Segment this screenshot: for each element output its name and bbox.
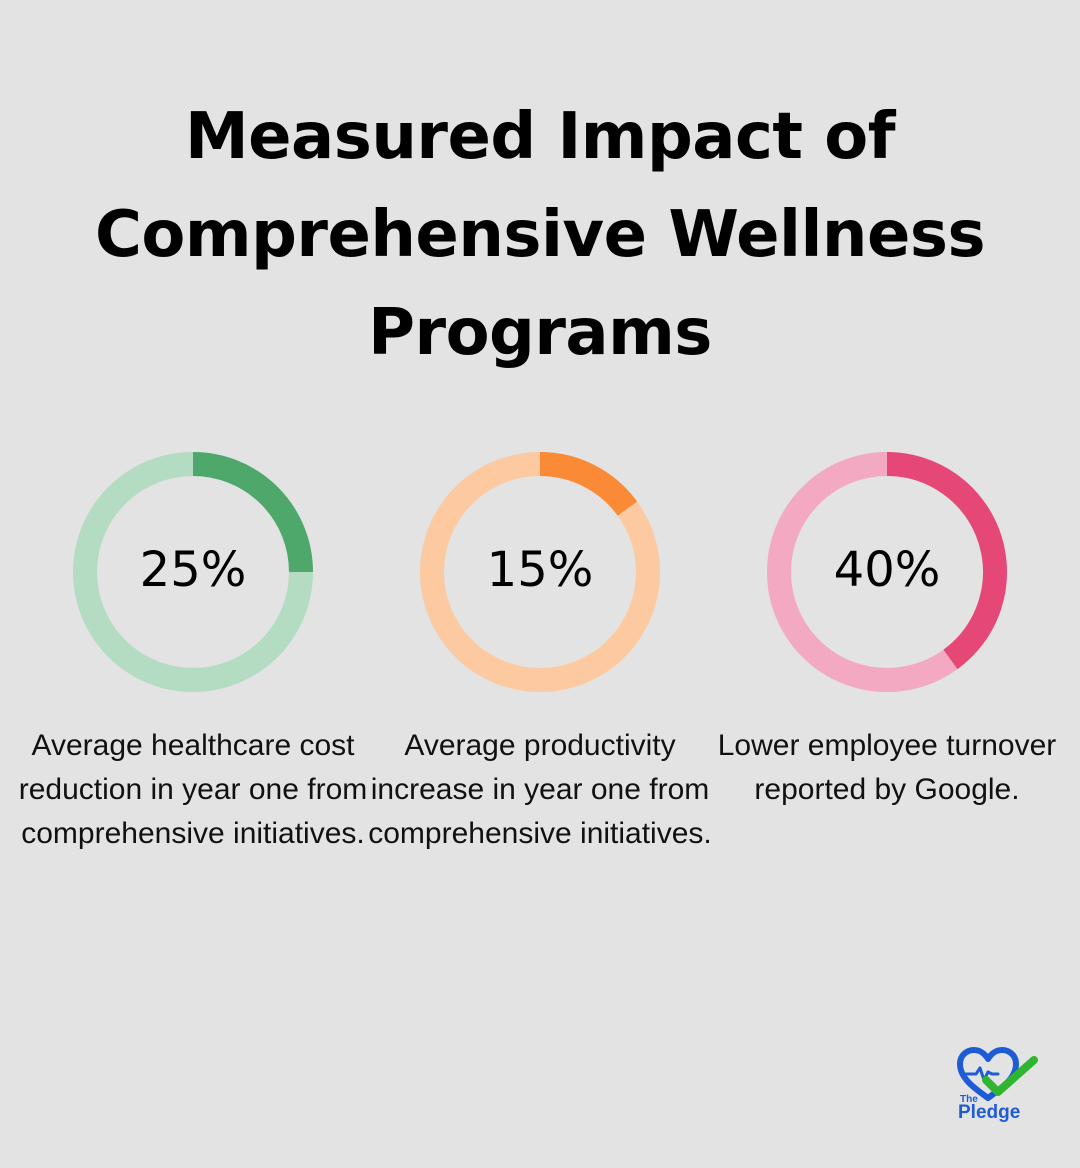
donut-value-arc <box>539 452 638 516</box>
donut-chart-healthcare <box>73 452 313 692</box>
donut-chart-turnover <box>767 452 1007 692</box>
logo-main-text: Pledge <box>958 1102 1021 1123</box>
stat-description: Average healthcare cost reduction in yea… <box>18 729 368 850</box>
donut-value-arc <box>192 452 313 573</box>
donut-value-arc <box>886 452 1007 670</box>
heart-check-icon <box>957 1047 1038 1101</box>
stat-value: 40% <box>833 542 941 598</box>
stat-value: 25% <box>139 542 247 598</box>
page-title: Measured Impact of Comprehensive Wellnes… <box>94 100 986 370</box>
donut-chart-productivity <box>420 452 660 692</box>
stat-description: Average productivity increase in year on… <box>368 729 712 850</box>
logo-small-text: The <box>960 1094 978 1105</box>
stat-value: 15% <box>486 542 594 598</box>
the-pledge-logo: The Pledge <box>952 1046 1042 1130</box>
stat-description: Lower employee turnover reported by Goog… <box>717 729 1057 806</box>
